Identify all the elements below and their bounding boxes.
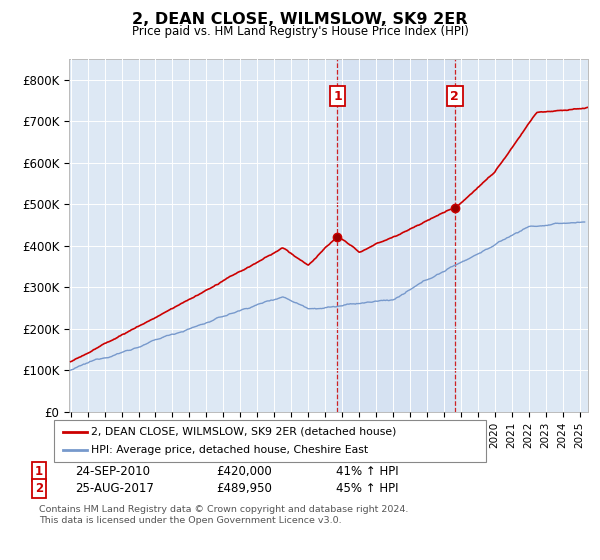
Text: £420,000: £420,000 bbox=[216, 465, 272, 478]
Text: Contains HM Land Registry data © Crown copyright and database right 2024.
This d: Contains HM Land Registry data © Crown c… bbox=[39, 505, 409, 525]
Text: 2: 2 bbox=[451, 90, 459, 102]
Text: 45% ↑ HPI: 45% ↑ HPI bbox=[336, 482, 398, 495]
Text: 25-AUG-2017: 25-AUG-2017 bbox=[75, 482, 154, 495]
Text: 1: 1 bbox=[35, 465, 43, 478]
Text: Price paid vs. HM Land Registry's House Price Index (HPI): Price paid vs. HM Land Registry's House … bbox=[131, 25, 469, 38]
Text: £489,950: £489,950 bbox=[216, 482, 272, 495]
Text: 2: 2 bbox=[35, 482, 43, 495]
Text: 2, DEAN CLOSE, WILMSLOW, SK9 2ER (detached house): 2, DEAN CLOSE, WILMSLOW, SK9 2ER (detach… bbox=[91, 427, 397, 437]
Text: HPI: Average price, detached house, Cheshire East: HPI: Average price, detached house, Ches… bbox=[91, 445, 368, 455]
Text: 24-SEP-2010: 24-SEP-2010 bbox=[75, 465, 150, 478]
Bar bbox=[337, 59, 455, 412]
Text: 41% ↑ HPI: 41% ↑ HPI bbox=[336, 465, 398, 478]
Text: 1: 1 bbox=[333, 90, 342, 102]
Text: 2, DEAN CLOSE, WILMSLOW, SK9 2ER: 2, DEAN CLOSE, WILMSLOW, SK9 2ER bbox=[132, 12, 468, 27]
